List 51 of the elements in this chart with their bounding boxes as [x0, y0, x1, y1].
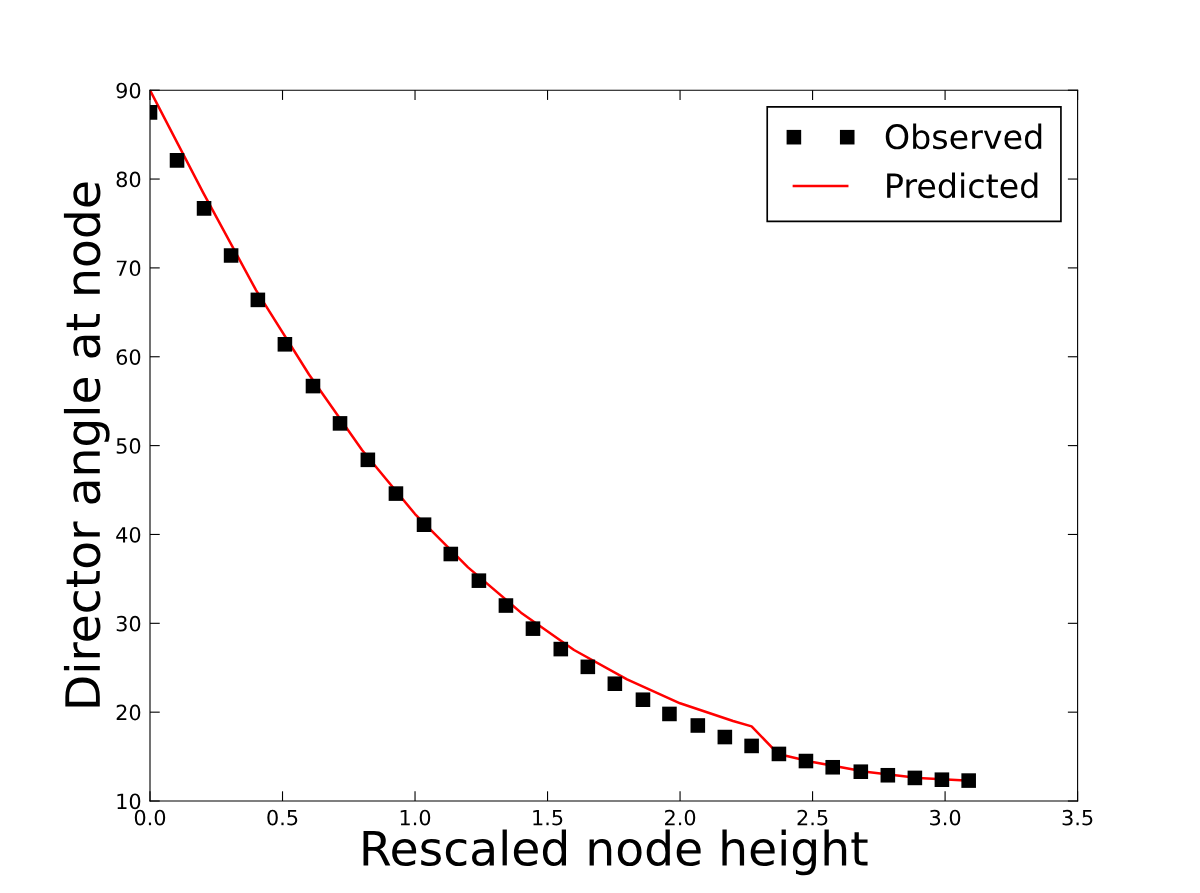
y-tick-label: 30 — [116, 615, 141, 632]
x-tick-label: 3.0 — [930, 809, 961, 826]
point — [471, 573, 487, 588]
x-axis-title: Rescaled node height — [363, 829, 868, 876]
point — [934, 772, 950, 787]
point — [771, 746, 787, 762]
point — [250, 292, 266, 308]
y-tick-label: 60 — [116, 349, 141, 365]
point — [853, 764, 869, 779]
x-tick-label: 0.0 — [134, 809, 166, 826]
point — [277, 337, 293, 352]
point — [416, 517, 432, 532]
y-tick-label: 10 — [117, 793, 141, 810]
point — [196, 201, 212, 216]
y-tick-label: 70 — [116, 260, 141, 277]
point — [717, 729, 733, 745]
legend-label: Observed — [885, 123, 1042, 150]
x-tick-label: 0.5 — [267, 809, 298, 826]
x-tick-label: 1.0 — [400, 809, 431, 826]
point — [388, 486, 404, 501]
point — [907, 770, 923, 786]
point — [169, 153, 185, 168]
point — [798, 753, 814, 769]
point — [360, 452, 376, 468]
y-tick-label: 80 — [116, 171, 141, 188]
point — [443, 546, 459, 562]
point — [744, 738, 759, 754]
point — [662, 706, 677, 722]
y-axis-title: Director angle at node — [63, 182, 110, 707]
point — [607, 676, 623, 692]
y-tick-label: 20 — [116, 704, 141, 721]
point — [880, 767, 896, 783]
legend-label: Predicted — [887, 172, 1038, 199]
y-tick-label: 90 — [116, 82, 141, 99]
point — [961, 773, 976, 788]
point — [332, 416, 348, 431]
y-tick-label: 40 — [116, 526, 141, 543]
x-tick-label: 2.5 — [797, 809, 828, 826]
x-tick-label: 1.5 — [533, 810, 563, 826]
x-tick-label: 3.5 — [1062, 809, 1093, 826]
point — [223, 248, 239, 263]
point — [553, 641, 569, 657]
point — [580, 659, 596, 675]
point — [525, 621, 541, 636]
point — [825, 759, 841, 775]
point — [635, 692, 651, 708]
x-tick-label: 2.0 — [665, 809, 696, 826]
point — [305, 378, 321, 394]
y-tick-label: 50 — [116, 438, 141, 454]
point — [690, 718, 706, 733]
point — [498, 598, 514, 613]
